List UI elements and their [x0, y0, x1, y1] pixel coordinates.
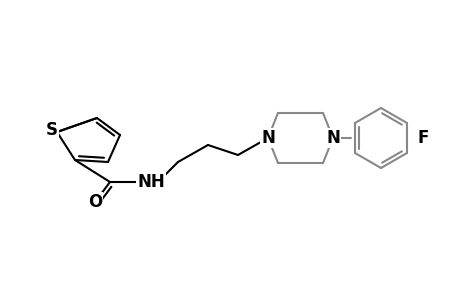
Text: O: O: [88, 193, 102, 211]
Text: NH: NH: [137, 173, 164, 191]
Text: F: F: [416, 129, 428, 147]
Text: N: N: [325, 129, 339, 147]
Text: S: S: [46, 121, 58, 139]
Text: N: N: [261, 129, 274, 147]
